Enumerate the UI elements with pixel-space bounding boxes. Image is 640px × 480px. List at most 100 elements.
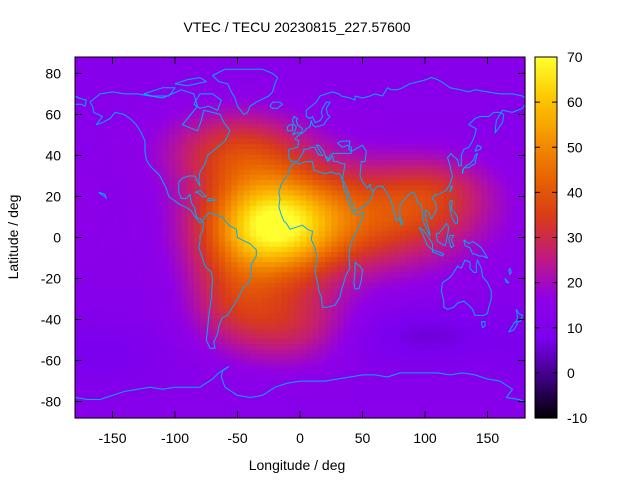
heatmap-cell (256, 72, 264, 79)
heatmap-cell (125, 313, 132, 320)
heatmap-cell (100, 359, 107, 366)
heatmap-cell (162, 380, 170, 386)
heatmap-cell (231, 62, 239, 68)
heatmap-cell (293, 67, 301, 73)
heatmap-cell (487, 251, 495, 258)
heatmap-cell (156, 210, 164, 217)
heatmap-cell (306, 92, 314, 99)
heatmap-cell (481, 185, 489, 191)
heatmap-cell (225, 395, 232, 402)
heatmap-cell (368, 256, 376, 263)
heatmap-cell (425, 359, 432, 366)
heatmap-cell (237, 190, 245, 197)
heatmap-cell (287, 318, 295, 325)
heatmap-cell (506, 67, 514, 73)
heatmap-cell (181, 385, 189, 391)
heatmap-cell (450, 108, 457, 115)
heatmap-cell (412, 215, 420, 222)
heatmap-cell (462, 395, 470, 402)
heatmap-cell (337, 359, 345, 366)
heatmap-cell (275, 82, 282, 89)
heatmap-cell (312, 57, 320, 63)
heatmap-cell (500, 210, 507, 217)
heatmap-cell (456, 82, 464, 89)
heatmap-cell (268, 123, 276, 130)
heatmap-cell (512, 256, 520, 263)
heatmap-cell (437, 103, 445, 109)
heatmap-cell (450, 323, 457, 330)
heatmap-cell (493, 149, 501, 156)
heatmap-cell (331, 395, 339, 402)
heatmap-cell (312, 313, 320, 320)
heatmap-cell (137, 221, 145, 227)
heatmap-cell (475, 323, 482, 330)
heatmap-cell (243, 400, 251, 407)
heatmap-cell (443, 364, 451, 371)
heatmap-cell (212, 154, 220, 161)
heatmap-cell (518, 128, 526, 135)
heatmap-cell (375, 282, 382, 289)
heatmap-cell (468, 369, 476, 376)
heatmap-cell (456, 62, 464, 68)
heatmap-cell (262, 205, 270, 212)
heatmap-cell (512, 200, 520, 207)
heatmap-cell (181, 323, 189, 330)
heatmap-cell (193, 72, 201, 79)
heatmap-cell (162, 241, 170, 248)
heatmap-cell (443, 313, 451, 320)
heatmap-cell (137, 303, 145, 309)
heatmap-cell (475, 354, 482, 361)
heatmap-cell (75, 180, 82, 186)
heatmap-cell (212, 195, 220, 202)
heatmap-cell (275, 333, 282, 340)
heatmap-cell (368, 200, 376, 207)
heatmap-cell (118, 318, 126, 325)
heatmap-cell (506, 333, 514, 340)
heatmap-cell (325, 185, 332, 191)
heatmap-cell (362, 298, 370, 304)
heatmap-cell (437, 374, 445, 381)
heatmap-cell (500, 400, 507, 407)
heatmap-cell (112, 159, 120, 166)
heatmap-cell (268, 400, 276, 407)
heatmap-cell (325, 190, 332, 197)
heatmap-cell (231, 92, 239, 99)
heatmap-cell (150, 405, 157, 412)
heatmap-cell (162, 313, 170, 320)
heatmap-cell (306, 339, 314, 345)
heatmap-cell (218, 298, 226, 304)
heatmap-cell (131, 87, 139, 94)
heatmap-cell (418, 277, 426, 284)
heatmap-cell (118, 323, 126, 330)
vtec-heatmap (75, 57, 526, 419)
heatmap-cell (293, 267, 301, 273)
heatmap-cell (368, 190, 376, 197)
heatmap-cell (437, 72, 445, 79)
heatmap-cell (287, 159, 295, 166)
heatmap-cell (175, 231, 182, 238)
heatmap-cell (300, 354, 307, 361)
heatmap-cell (131, 67, 139, 73)
heatmap-cell (181, 231, 189, 238)
heatmap-cell (237, 364, 245, 371)
heatmap-cell (212, 359, 220, 366)
heatmap-cell (518, 380, 526, 386)
heatmap-cell (437, 318, 445, 325)
heatmap-cell (400, 272, 407, 279)
heatmap-cell (381, 318, 389, 325)
heatmap-cell (250, 215, 257, 222)
heatmap-cell (381, 287, 389, 294)
heatmap-cell (368, 144, 376, 150)
heatmap-cell (168, 359, 176, 366)
heatmap-cell (368, 149, 376, 156)
heatmap-cell (518, 359, 526, 366)
heatmap-cell (143, 87, 151, 94)
heatmap-cell (318, 287, 326, 294)
heatmap-cell (250, 113, 257, 120)
heatmap-cell (500, 303, 507, 309)
heatmap-cell (300, 282, 307, 289)
heatmap-cell (75, 318, 82, 325)
heatmap-cell (481, 67, 489, 73)
heatmap-cell (412, 103, 420, 109)
heatmap-cell (281, 118, 289, 125)
